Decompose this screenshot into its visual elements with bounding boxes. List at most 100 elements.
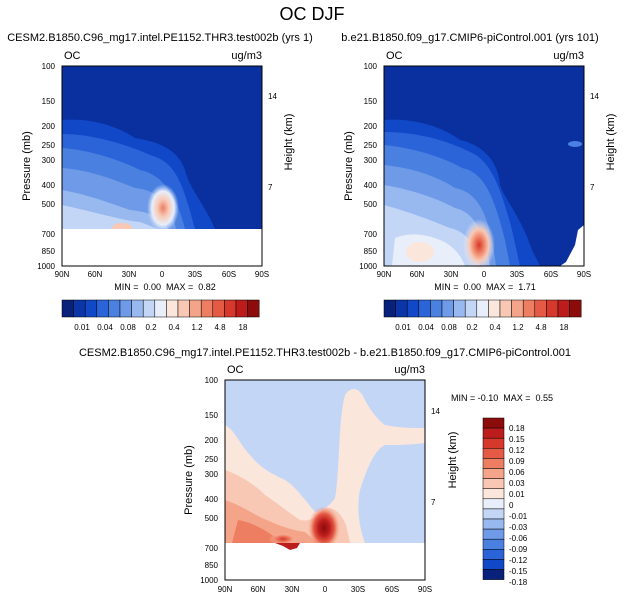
x-tick-0: 0	[160, 270, 165, 279]
x-tick-30S: 30S	[510, 270, 524, 279]
cb2-swatch-16	[569, 299, 582, 318]
cb1-label-1: 0.04	[97, 323, 113, 332]
right-tick-14: 14	[590, 92, 599, 101]
cbd-label-5: 0.03	[509, 479, 525, 488]
cb2-label-2: 0.08	[441, 323, 457, 332]
panel-diff-y-ticks: 100 150 200 250 300 400 500 700 850 1000	[200, 376, 218, 585]
y-tick-500: 500	[42, 200, 56, 209]
y-tick-300: 300	[42, 156, 56, 165]
cbd-label-12: -0.12	[509, 556, 528, 565]
y-tick-250: 250	[42, 141, 56, 150]
panel-2-units: ug/m3	[553, 50, 584, 62]
cbd-swatch-11	[482, 528, 505, 540]
x-tick-30S: 30S	[351, 585, 365, 594]
cb1-swatch-7	[142, 299, 156, 318]
panel-2: b.e21.B1850.f09_g17.CMIP6-piControl.001 …	[341, 32, 617, 292]
y-tick-850: 850	[42, 247, 56, 256]
cb1-swatch-10	[177, 299, 190, 318]
cb2-swatch-5	[441, 299, 454, 318]
cb2-label-3: 0.2	[466, 323, 478, 332]
right-tick-14: 14	[431, 407, 440, 416]
y-tick-400: 400	[364, 181, 378, 190]
y-tick-500: 500	[364, 200, 378, 209]
cbd-label-4: 0.06	[509, 468, 525, 477]
y-tick-1000: 1000	[200, 576, 218, 585]
cb2-swatch-15	[557, 299, 570, 318]
x-tick-90N: 90N	[377, 270, 392, 279]
panel-2-x-ticks: 90N 60N 30N 0 30S 60S 90S	[377, 270, 591, 279]
colorbar-2: 0.01 0.04 0.08 0.2 0.4 1.2 4.8 18	[383, 299, 582, 332]
cb2-swatch-13	[534, 299, 547, 318]
cb1-swatch-11	[189, 299, 202, 318]
panel-1-right-axis-label: Height (km)	[283, 114, 295, 171]
panel-diff-y-axis-label: Pressure (mb)	[183, 445, 195, 515]
cb1-label-6: 4.8	[214, 323, 226, 332]
right-tick-7: 7	[268, 183, 273, 192]
panel-1-y-axis-label: Pressure (mb)	[21, 131, 33, 201]
panel-1-y-ticks: 100 150 200 250 300 400 500 700 850 1000	[37, 62, 55, 271]
cb2-swatch-12	[522, 299, 536, 318]
panel-2-stats: MIN = 0.00 MAX = 1.71	[434, 282, 536, 292]
cbd-swatch-6	[482, 478, 505, 489]
cb1-swatch-8	[154, 299, 167, 318]
cbd-swatch-13	[482, 549, 505, 560]
panel-1-x-ticks: 90N 60N 30N 0 30S 60S 90S	[55, 270, 269, 279]
x-tick-0: 0	[323, 585, 328, 594]
y-tick-100: 100	[205, 376, 219, 385]
cb2-swatch-3	[418, 299, 431, 318]
x-tick-60S: 60S	[222, 270, 236, 279]
x-tick-60N: 60N	[251, 585, 266, 594]
panel-diff-units: ug/m3	[394, 364, 425, 376]
x-tick-60S: 60S	[544, 270, 558, 279]
panel-diff-title: CESM2.B1850.C96_mg17.intel.PE1152.THR3.t…	[79, 347, 571, 359]
colorbar-1-labels: 0.01 0.04 0.08 0.2 0.4 1.2 4.8 18	[74, 323, 248, 332]
cbd-swatch-8	[482, 498, 505, 510]
cbd-label-10: -0.06	[509, 534, 528, 543]
y-tick-100: 100	[42, 62, 56, 71]
colorbar-diff-boxes	[482, 417, 505, 580]
x-tick-90N: 90N	[55, 270, 70, 279]
cb2-swatch-7	[464, 299, 478, 318]
cb1-swatch-1	[73, 299, 86, 318]
cbd-swatch-2	[482, 437, 505, 449]
panel-diff-right-axis-label: Height (km)	[447, 432, 459, 489]
cb1-swatch-2	[84, 299, 98, 318]
cb2-swatch-11	[511, 299, 524, 318]
colorbar-diff: 0.18 0.15 0.12 0.09 0.06 0.03 0.01 0 -0.…	[482, 417, 528, 587]
cbd-label-8: -0.01	[509, 512, 528, 521]
cb2-label-0: 0.01	[395, 323, 411, 332]
x-tick-90S: 90S	[418, 585, 432, 594]
cb1-label-4: 0.4	[168, 323, 180, 332]
cbd-label-6: 0.01	[509, 490, 525, 499]
cb2-label-5: 1.2	[512, 323, 524, 332]
cbd-label-7: 0	[509, 501, 514, 510]
x-tick-90N: 90N	[218, 585, 233, 594]
x-tick-90S: 90S	[577, 270, 591, 279]
y-tick-250: 250	[364, 141, 378, 150]
cbd-swatch-15	[482, 569, 505, 580]
cb1-swatch-4	[108, 299, 121, 318]
page-title: OC DJF	[280, 4, 345, 24]
y-tick-400: 400	[42, 181, 56, 190]
cb1-swatch-9	[166, 299, 179, 318]
panel-2-y-axis-label: Pressure (mb)	[343, 131, 355, 201]
x-tick-90S: 90S	[255, 270, 269, 279]
y-tick-100: 100	[364, 62, 378, 71]
cb1-swatch-13	[212, 299, 225, 318]
panel-2-title: b.e21.B1850.f09_g17.CMIP6-piControl.001 …	[341, 32, 598, 44]
cb1-swatch-3	[96, 299, 109, 318]
cb2-swatch-6	[453, 299, 466, 318]
cbd-swatch-10	[482, 518, 505, 530]
cbd-label-14: -0.18	[509, 578, 528, 587]
y-tick-250: 250	[205, 455, 219, 464]
cb1-swatch-0	[61, 299, 74, 318]
x-tick-30N: 30N	[444, 270, 459, 279]
cb1-swatch-6	[131, 299, 144, 318]
panel-1-stats: MIN = 0.00 MAX = 0.82	[114, 282, 216, 292]
colorbar-diff-labels: 0.18 0.15 0.12 0.09 0.06 0.03 0.01 0 -0.…	[509, 424, 528, 587]
x-tick-60N: 60N	[88, 270, 103, 279]
cb1-label-0: 0.01	[74, 323, 90, 332]
panel-1-var-label: OC	[64, 50, 81, 62]
cb2-swatch-9	[488, 299, 501, 318]
panel-diff-x-ticks: 90N 60N 30N 0 30S 60S 90S	[218, 585, 432, 594]
